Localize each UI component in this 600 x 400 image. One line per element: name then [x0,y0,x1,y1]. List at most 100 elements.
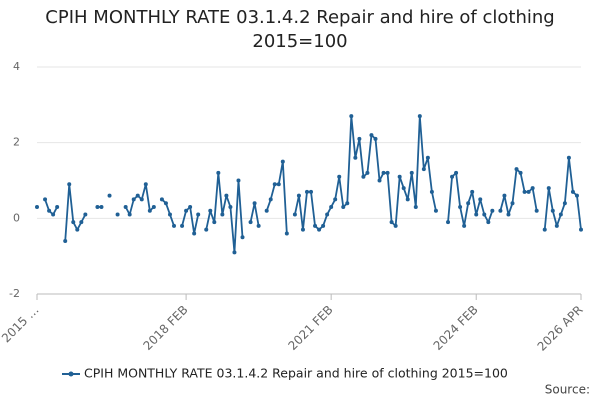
data-point [490,208,495,213]
data-point [462,223,467,228]
data-point [204,227,209,232]
data-point [83,212,88,217]
data-point [196,212,201,217]
data-point [381,170,386,175]
data-point [413,204,418,209]
data-point [228,204,233,209]
data-point [421,167,426,172]
data-point [139,197,144,202]
data-point [264,208,269,213]
data-point [317,227,322,232]
data-point [353,155,358,160]
data-point [377,178,382,183]
data-point [542,227,547,232]
data-point [357,136,362,141]
data-point [433,208,438,213]
data-point [526,189,531,194]
data-point [397,174,402,179]
data-point [373,136,378,141]
data-point [349,114,354,119]
data-point [220,212,225,217]
x-tick-label: 2018 FEB [140,303,190,353]
data-point [361,174,366,179]
y-tick-label: 2 [13,136,20,149]
data-point [417,114,422,119]
data-point [429,189,434,194]
data-point [75,227,80,232]
source: Source: [545,383,590,397]
data-point [131,197,136,202]
data-point [502,193,507,198]
data-point [280,159,285,164]
data-point [510,201,515,206]
data-point [224,193,229,198]
data-point [300,227,305,232]
data-point [252,201,257,206]
data-point [518,170,523,175]
data-point [292,212,297,217]
data-point [95,204,100,209]
y-tick-label: 0 [13,211,20,224]
data-point [240,235,245,240]
data-point [550,208,555,213]
data-point [163,201,168,206]
data-point [47,208,52,213]
data-point [530,186,535,191]
data-point [425,155,430,160]
data-point [147,208,152,213]
data-point [570,189,575,194]
data-point [466,201,471,206]
x-tick-label: 2021 FEB [285,303,335,353]
data-point [566,155,571,160]
series-line [44,115,582,254]
data-point [159,197,164,202]
data-point [55,204,60,209]
chart-title: CPIH MONTHLY RATE 03.1.4.2 Repair and hi… [45,7,555,52]
data-point [127,212,132,217]
data-point [321,223,326,228]
data-point [143,182,148,187]
data-point [167,212,172,217]
data-point [458,204,463,209]
y-tick-label: -2 [9,287,20,300]
data-point [188,204,193,209]
data-point [454,170,459,175]
data-point [107,193,112,198]
data-point [236,178,241,183]
data-point [474,212,479,217]
x-tick-label: 2024 FEB [431,303,481,353]
data-point [180,223,185,228]
data-point [546,186,551,191]
data-point [216,170,221,175]
x-tick-label: 2015 … [0,303,42,346]
data-point [450,174,455,179]
data-point [482,212,487,217]
data-point [276,182,281,187]
data-point [558,212,563,217]
data-point [99,204,104,209]
data-point [313,223,318,228]
data-point [506,212,511,217]
data-point [79,220,84,225]
data-point [337,174,342,179]
data-point [333,197,338,202]
legend-label: CPIH MONTHLY RATE 03.1.4.2 Repair and hi… [84,366,508,381]
data-point [470,189,475,194]
data-point [67,182,72,187]
data-point [325,212,330,217]
data-point [562,201,567,206]
data-point [71,220,76,225]
data-point [534,208,539,213]
y-tick-label: 4 [13,60,20,73]
data-point [393,223,398,228]
data-point [486,220,491,225]
data-point [446,220,451,225]
data-point [296,193,301,198]
data-point [405,197,410,202]
data-point [135,193,140,198]
data-point [272,182,277,187]
data-point [208,208,213,213]
data-point [341,204,346,209]
